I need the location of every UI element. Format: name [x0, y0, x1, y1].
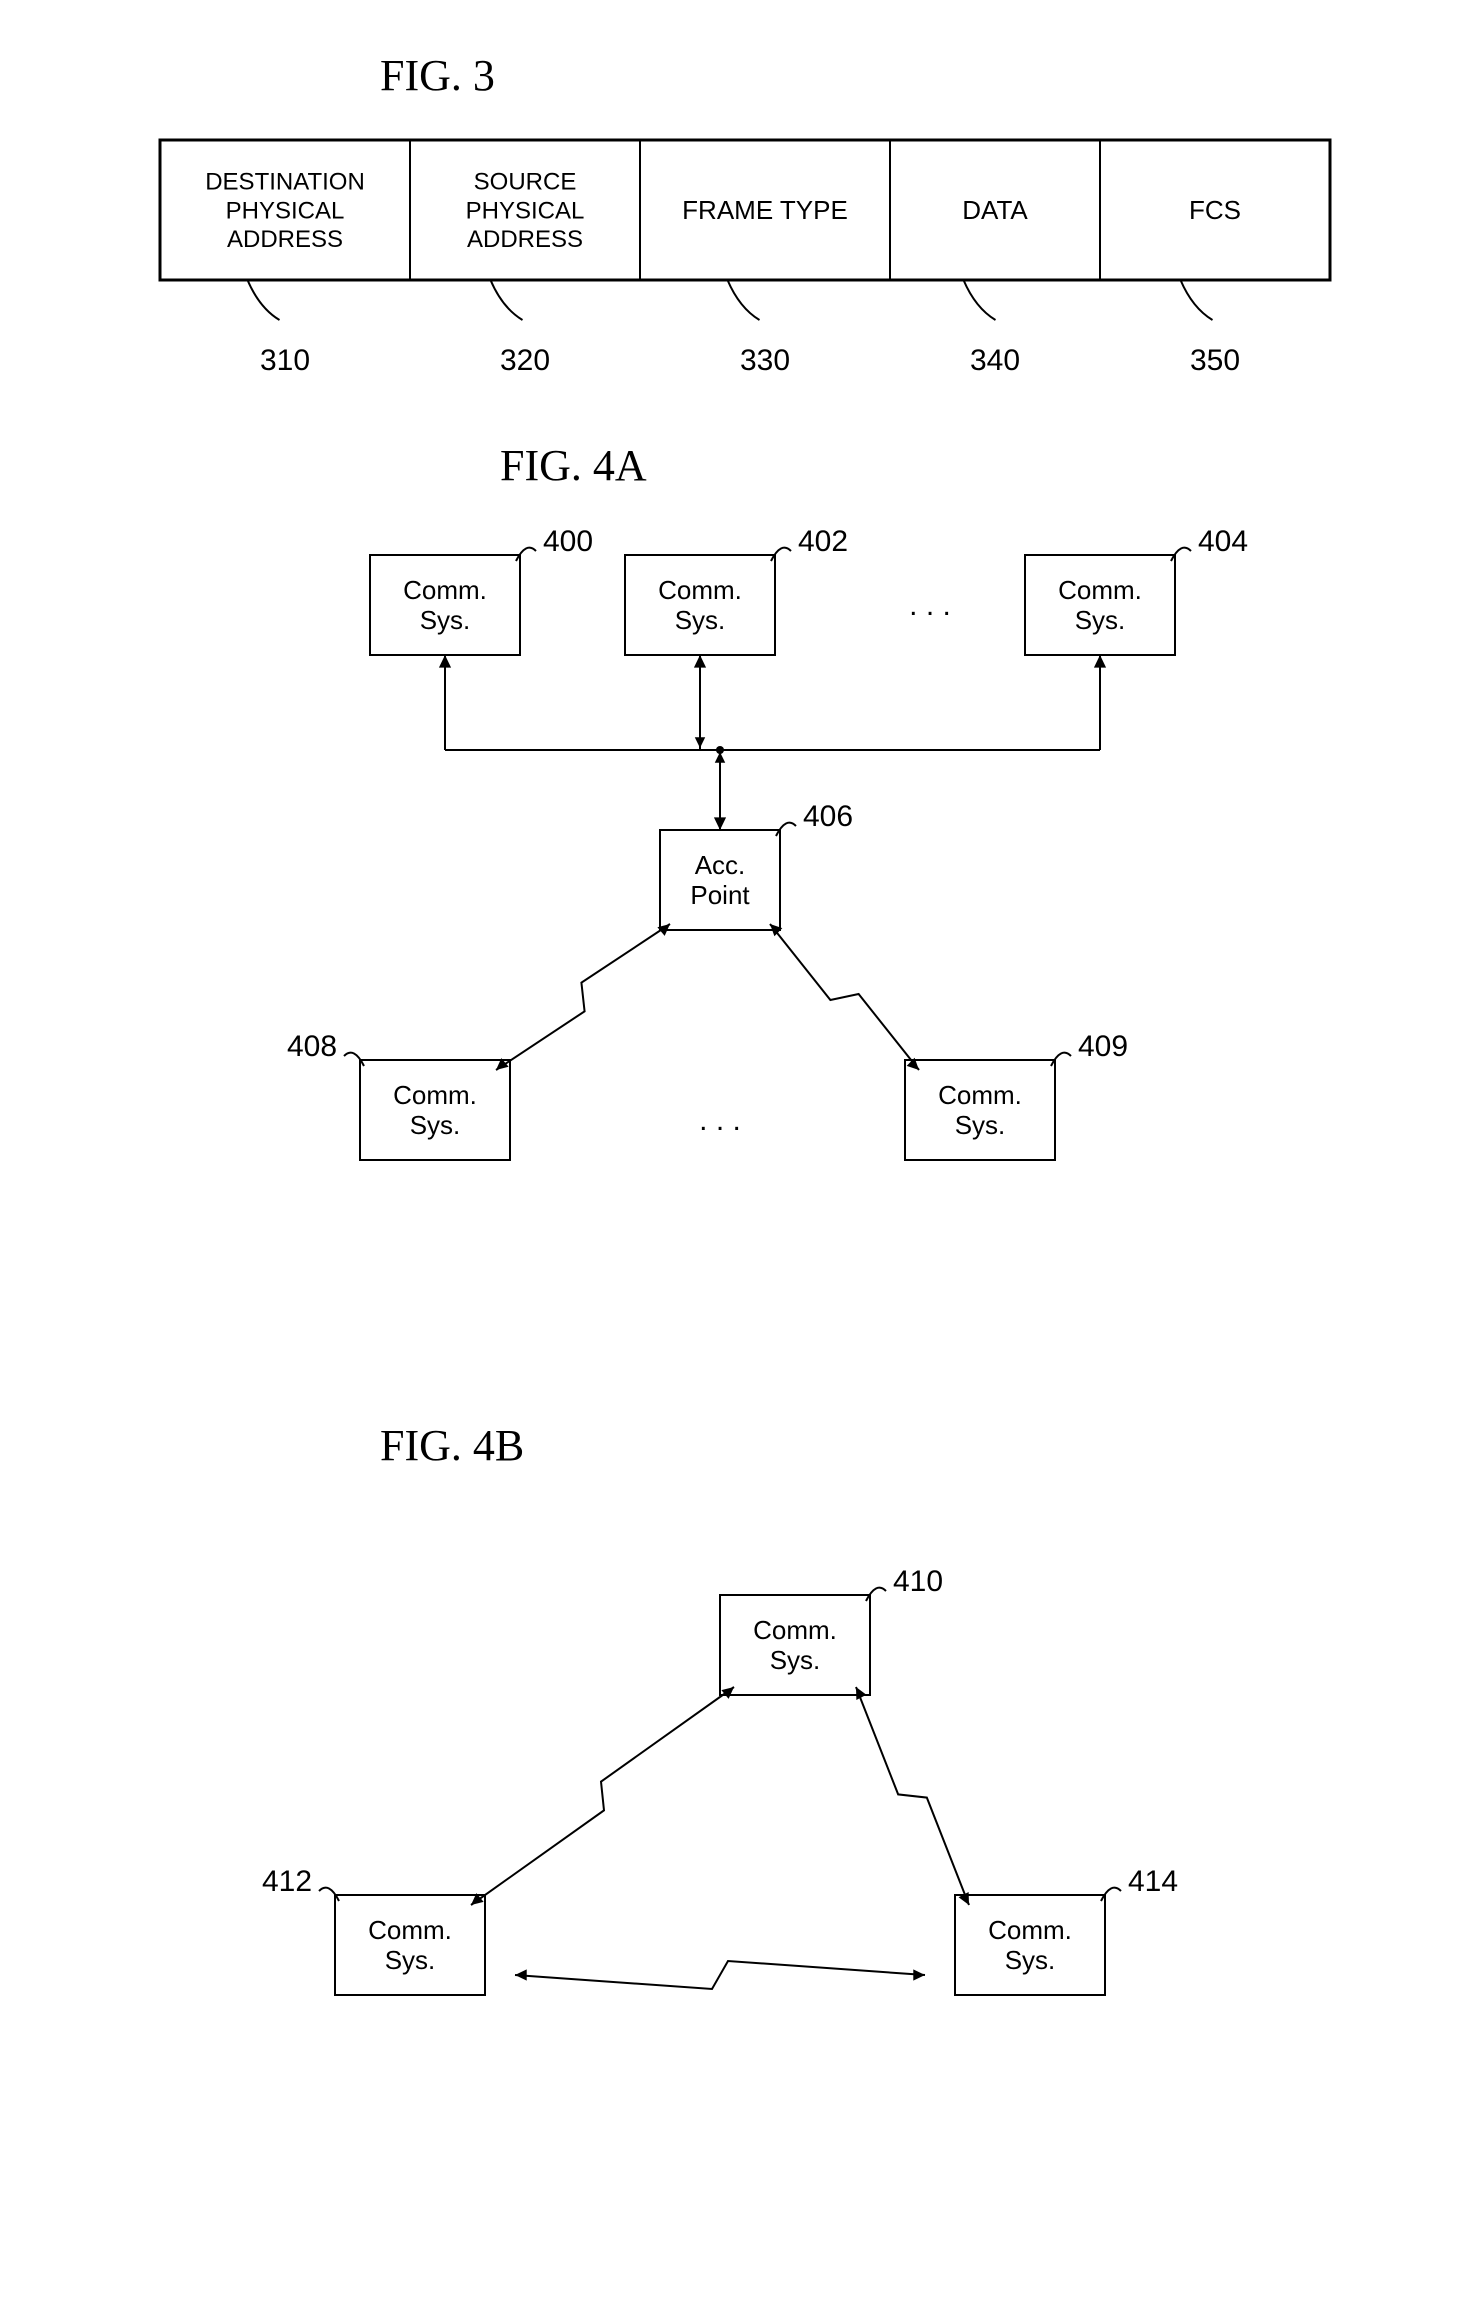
- svg-text:DATA: DATA: [962, 195, 1028, 225]
- svg-text:412: 412: [262, 1865, 312, 1898]
- svg-text:330: 330: [740, 344, 790, 377]
- svg-text:FIG. 4A: FIG. 4A: [500, 441, 647, 490]
- svg-text:350: 350: [1190, 344, 1240, 377]
- svg-text:340: 340: [970, 344, 1020, 377]
- svg-text:400: 400: [543, 525, 593, 558]
- svg-text:Sys.: Sys.: [1075, 605, 1126, 635]
- svg-text:PHYSICAL: PHYSICAL: [226, 197, 345, 224]
- svg-text:Comm.: Comm.: [393, 1080, 477, 1110]
- svg-text:DESTINATION: DESTINATION: [205, 169, 365, 196]
- svg-text:SOURCE: SOURCE: [474, 169, 577, 196]
- svg-text:408: 408: [287, 1030, 337, 1063]
- svg-text:Point: Point: [690, 880, 750, 910]
- svg-text:Comm.: Comm.: [368, 1915, 452, 1945]
- svg-text:FIG. 3: FIG. 3: [380, 51, 495, 100]
- svg-text:Comm.: Comm.: [658, 575, 742, 605]
- svg-text:FRAME TYPE: FRAME TYPE: [682, 195, 848, 225]
- svg-text:406: 406: [803, 800, 853, 833]
- svg-text:Comm.: Comm.: [938, 1080, 1022, 1110]
- svg-text:409: 409: [1078, 1030, 1128, 1063]
- svg-text:Acc.: Acc.: [695, 850, 746, 880]
- svg-text:404: 404: [1198, 525, 1248, 558]
- svg-text:310: 310: [260, 344, 310, 377]
- svg-text:414: 414: [1128, 1865, 1178, 1898]
- svg-text:Comm.: Comm.: [403, 575, 487, 605]
- svg-text:FIG. 4B: FIG. 4B: [380, 1421, 524, 1470]
- svg-text:Sys.: Sys.: [770, 1645, 821, 1675]
- svg-text:Sys.: Sys.: [675, 605, 726, 635]
- svg-text:320: 320: [500, 344, 550, 377]
- svg-text:Sys.: Sys.: [385, 1945, 436, 1975]
- svg-text:Sys.: Sys.: [410, 1110, 461, 1140]
- svg-text:FCS: FCS: [1189, 195, 1241, 225]
- svg-text:402: 402: [798, 525, 848, 558]
- svg-text:Comm.: Comm.: [753, 1615, 837, 1645]
- svg-text:Sys.: Sys.: [955, 1110, 1006, 1140]
- svg-text:PHYSICAL: PHYSICAL: [466, 197, 585, 224]
- svg-text:Sys.: Sys.: [1005, 1945, 1056, 1975]
- svg-text:Comm.: Comm.: [1058, 575, 1142, 605]
- svg-text:Sys.: Sys.: [420, 605, 471, 635]
- svg-text:410: 410: [893, 1565, 943, 1598]
- svg-text:ADDRESS: ADDRESS: [227, 226, 343, 253]
- svg-text:Comm.: Comm.: [988, 1915, 1072, 1945]
- svg-text:. . .: . . .: [699, 1104, 741, 1137]
- svg-text:. . .: . . .: [909, 589, 951, 622]
- svg-text:ADDRESS: ADDRESS: [467, 226, 583, 253]
